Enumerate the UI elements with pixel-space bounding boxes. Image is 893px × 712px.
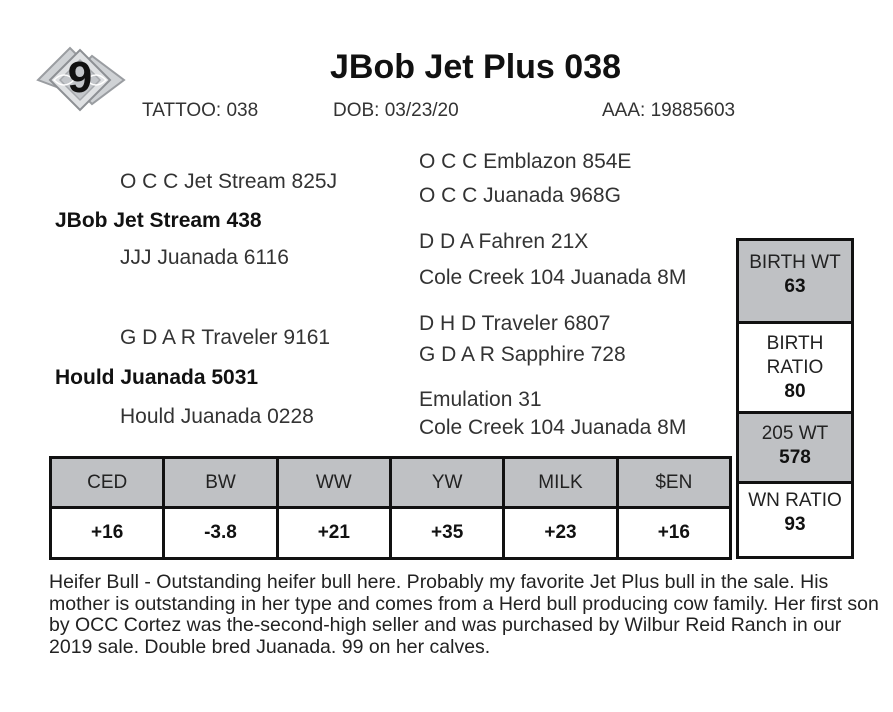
epd-value-bw: -3.8	[162, 506, 279, 560]
birth-ratio-value: 80	[784, 381, 806, 402]
sire-dam-dam: Cole Creek 104 Juanada 8M	[419, 266, 687, 289]
weaning-ratio-value: 93	[784, 514, 806, 535]
birth-weight-label: BIRTH WT	[749, 252, 841, 273]
birth-weight-value: 63	[784, 276, 806, 297]
weaning-weight-cell: 205 WT 578	[739, 411, 851, 481]
performance-stats: BIRTH WT 63 BIRTH RATIO 80 205 WT 578 WN…	[736, 238, 854, 559]
dam-sire: G D A R Traveler 9161	[120, 326, 331, 349]
epd-value-milk: +23	[502, 506, 619, 560]
epd-header-row: CED BW WW YW MILK $EN	[48, 456, 733, 509]
weaning-weight-value: 578	[779, 447, 811, 468]
epd-header-bw: BW	[162, 456, 279, 509]
animal-name: JBob Jet Plus 038	[330, 48, 622, 86]
epd-value-ced: +16	[48, 506, 166, 560]
birth-ratio-label-2: RATIO	[766, 357, 824, 378]
epd-value-yw: +35	[388, 506, 506, 560]
dam-sire-dam: G D A R Sapphire 728	[419, 343, 626, 366]
lot-badge-diamond-icon	[36, 46, 126, 112]
epd-value-en: +16	[615, 506, 733, 560]
epd-header-ced: CED	[48, 456, 166, 509]
birth-ratio-label: BIRTH	[766, 333, 824, 354]
birth-weight-cell: BIRTH WT 63	[739, 241, 851, 321]
sire: JBob Jet Stream 438	[55, 209, 262, 232]
dam: Hould Juanada 5031	[55, 366, 259, 389]
lot-number: 9	[67, 53, 93, 102]
weaning-ratio-cell: WN RATIO 93	[739, 481, 851, 556]
dam-dam: Hould Juanada 0228	[120, 405, 314, 428]
epd-header-ww: WW	[275, 456, 392, 509]
sire-sire-dam: O C C Juanada 968G	[419, 184, 621, 207]
epd-header-yw: YW	[388, 456, 506, 509]
birth-ratio-cell: BIRTH RATIO 80	[739, 321, 851, 411]
weaning-weight-label: 205 WT	[761, 423, 829, 444]
sire-dam: JJJ Juanada 6116	[120, 246, 289, 269]
date-of-birth: DOB: 03/23/20	[333, 100, 459, 121]
epd-value-ww: +21	[275, 506, 392, 560]
epd-header-en: $EN	[615, 456, 733, 509]
epd-table: CED BW WW YW MILK $EN +16 -3.8 +21 +35 +…	[48, 456, 733, 560]
epd-value-row: +16 -3.8 +21 +35 +23 +16	[48, 506, 733, 560]
lot-description: Heifer Bull - Outstanding heifer bull he…	[49, 571, 879, 658]
sire-dam-sire: D D A Fahren 21X	[419, 230, 589, 253]
sire-sire: O C C Jet Stream 825J	[120, 170, 338, 193]
dam-dam-sire: Emulation 31	[419, 388, 542, 411]
epd-header-milk: MILK	[502, 456, 619, 509]
tattoo: TATTOO: 038	[142, 100, 259, 121]
registration-number: AAA: 19885603	[602, 100, 736, 121]
sire-sire-sire: O C C Emblazon 854E	[419, 150, 632, 173]
weaning-ratio-label: WN RATIO	[748, 490, 842, 511]
dam-sire-sire: D H D Traveler 6807	[419, 312, 611, 335]
dam-dam-dam: Cole Creek 104 Juanada 8M	[419, 416, 687, 439]
